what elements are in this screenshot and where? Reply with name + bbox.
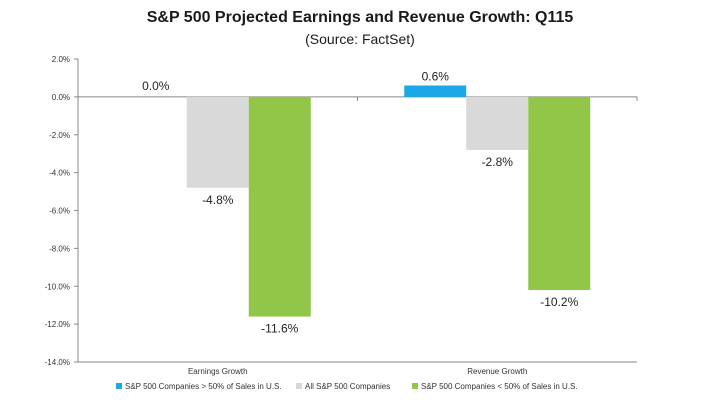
x-tick-label: Revenue Growth [467,367,527,376]
chart-subtitle: (Source: FactSet) [305,31,415,47]
data-label: -2.8% [482,155,514,169]
y-tick-label: -6.0% [49,207,70,216]
chart-legend: S&P 500 Companies > 50% of Sales in U.S.… [116,382,578,391]
legend-entry: All S&P 500 Companies [305,382,390,391]
legend-entry: S&P 500 Companies < 50% of Sales in U.S. [421,382,578,391]
data-label: -10.2% [540,295,578,309]
data-label: -4.8% [202,193,234,207]
bar [528,96,591,291]
y-tick-label: -2.0% [49,131,70,140]
y-tick-label: -8.0% [49,244,70,253]
legend-swatch [116,383,122,389]
y-tick-label: 2.0% [52,55,70,64]
chart-data-labels: 0.0% -4.8% -11.6% 0.6% -2.8% -10.2% [142,70,579,336]
x-tick-label: Earnings Growth [188,367,248,376]
data-label: -11.6% [261,322,298,336]
data-label: 0.0% [142,79,170,93]
bar [248,96,311,317]
y-tick-label: -12.0% [45,320,70,329]
chart-title: S&P 500 Projected Earnings and Revenue G… [146,9,574,26]
legend-swatch [296,383,302,389]
legend-swatch [412,383,418,389]
chart-axes: 2.0% 0.0% -2.0% -4.0% -6.0% -8.0% -10.0% -12.0%… [45,55,638,376]
y-tick-label: -14.0% [45,358,70,367]
legend-entry: S&P 500 Companies > 50% of Sales in U.S. [125,382,282,391]
y-tick-label: -4.0% [49,169,70,178]
y-tick-label: 0.0% [52,93,70,102]
chart-bars [186,85,591,317]
bar [466,96,529,150]
data-label: 0.6% [422,70,450,84]
bar [186,96,249,188]
y-tick-label: -10.0% [45,282,70,291]
bar [404,85,467,97]
